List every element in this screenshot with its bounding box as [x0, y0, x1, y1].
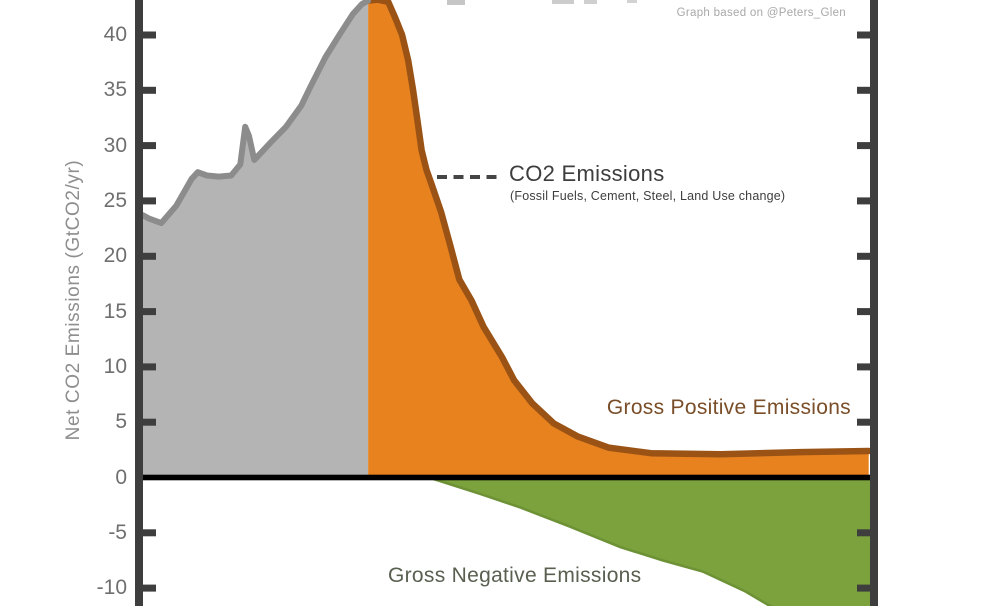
y-tick-label: 10	[103, 354, 127, 378]
y-tick-left	[143, 142, 156, 150]
gross-positive-area	[368, 0, 869, 478]
y-tick-right	[857, 529, 870, 537]
y-tick-left	[143, 308, 156, 316]
y-tick-left	[143, 86, 156, 94]
y-tick-right	[857, 142, 870, 150]
y-tick-label: 25	[103, 188, 127, 212]
credit-text: Graph based on @Peters_Glen	[676, 7, 846, 19]
y-axis-left	[135, 0, 143, 606]
y-tick-label: 30	[103, 133, 127, 157]
y-tick-label: 20	[103, 244, 127, 268]
legend-co2-emissions-label: CO2 Emissions	[509, 161, 665, 186]
cropped-title-fragment	[552, 0, 574, 4]
y-tick-label: 35	[103, 78, 127, 102]
gross-positive-emissions-label: Gross Positive Emissions	[606, 396, 851, 419]
y-tick-left	[143, 418, 156, 426]
y-tick-right	[857, 31, 870, 39]
y-tick-right	[857, 308, 870, 316]
y-tick-left	[143, 529, 156, 537]
y-tick-left	[143, 584, 156, 592]
y-tick-right	[857, 584, 870, 592]
zero-line	[135, 474, 878, 481]
y-tick-right	[857, 252, 870, 260]
y-axis-right	[870, 0, 878, 606]
gross-positive-curve	[364, 0, 872, 458]
y-tick-right	[857, 86, 870, 94]
gross-negative-edge	[428, 476, 774, 606]
y-tick-right	[857, 418, 870, 426]
historical-curve	[140, 0, 372, 227]
y-tick-label: 0	[115, 465, 127, 489]
y-tick-label: -10	[96, 576, 127, 600]
y-tick-right	[857, 197, 870, 205]
y-tick-left	[143, 252, 156, 260]
y-tick-label: 40	[103, 23, 127, 46]
y-tick-left	[143, 31, 156, 39]
y-tick-label: 15	[103, 299, 127, 323]
y-tick-left	[143, 363, 156, 371]
gross-negative-emissions-label: Gross Negative Emissions	[388, 564, 642, 587]
gross-negative-area	[428, 477, 873, 606]
cropped-title-fragment	[447, 0, 465, 5]
y-tick-right	[857, 363, 870, 371]
y-tick-label: -5	[108, 520, 127, 544]
y-tick-left	[143, 197, 156, 205]
cropped-title-fragment	[584, 0, 597, 4]
historical-area	[143, 0, 369, 478]
cropped-title-fragment	[627, 0, 637, 3]
legend-co2-emissions-sublabel: (Fossil Fuels, Cement, Steel, Land Use c…	[510, 189, 786, 203]
y-tick-label: 5	[115, 410, 127, 434]
